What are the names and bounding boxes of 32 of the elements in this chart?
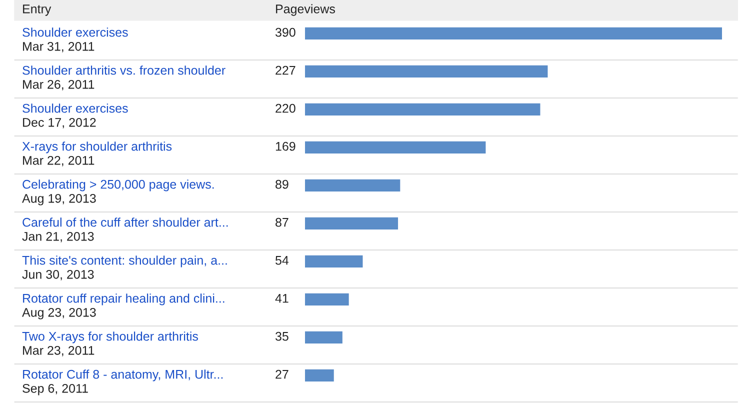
data-label: 54 <box>276 256 289 265</box>
bar <box>305 217 398 230</box>
data-label: 27 <box>276 370 288 379</box>
data-label: 41 <box>275 294 288 303</box>
bar <box>305 65 548 78</box>
y-tick-label: Shoulder arthritis vs. frozen shoulder Mar 26, 2011 <box>22 66 226 90</box>
data-label: 220 <box>276 104 296 113</box>
y-tick-label: Careful of the cuff after shoulder art... Jan 21, 2013 <box>22 218 228 242</box>
y-tick-label: Rotator Cuff 8 - anatomy, MRI, Ultr... Sep 6, 2011 <box>22 370 223 396</box>
data-label: 35 <box>275 332 288 341</box>
y-tick-label: Two X-rays for shoulder arthritis Mar 23, 2011 <box>22 332 198 356</box>
data-label: 227 <box>276 66 296 75</box>
data-label: 89 <box>276 180 288 189</box>
x-axis-title: Pageviews <box>276 4 335 16</box>
bar <box>305 179 400 192</box>
data-label: 87 <box>276 218 288 227</box>
y-tick-label: X-rays for shoulder arthritis Mar 22, 2011 <box>22 142 172 166</box>
bar <box>305 255 363 268</box>
y-axis-title: Entry <box>23 4 52 16</box>
y-tick-label: Celebrating > 250,000 page views. Aug 19, 2013 <box>22 180 214 206</box>
data-label: 390 <box>275 28 296 37</box>
bar <box>305 331 342 344</box>
bar <box>305 369 334 382</box>
y-tick-label: Rotator cuff repair healing and clini... Aug 23, 2013 <box>22 294 224 320</box>
y-tick-label: Shoulder exercises Mar 31, 2011 <box>22 28 128 52</box>
bar <box>305 103 540 116</box>
bar <box>305 27 722 40</box>
y-tick-label: This site's content: shoulder pain, a... Jun 30, 2013 <box>22 256 227 280</box>
data-label: 169 <box>276 142 296 151</box>
bar <box>305 141 486 154</box>
y-tick-label: Shoulder exercises Dec 17, 2012 <box>22 104 128 128</box>
bar <box>305 293 349 306</box>
